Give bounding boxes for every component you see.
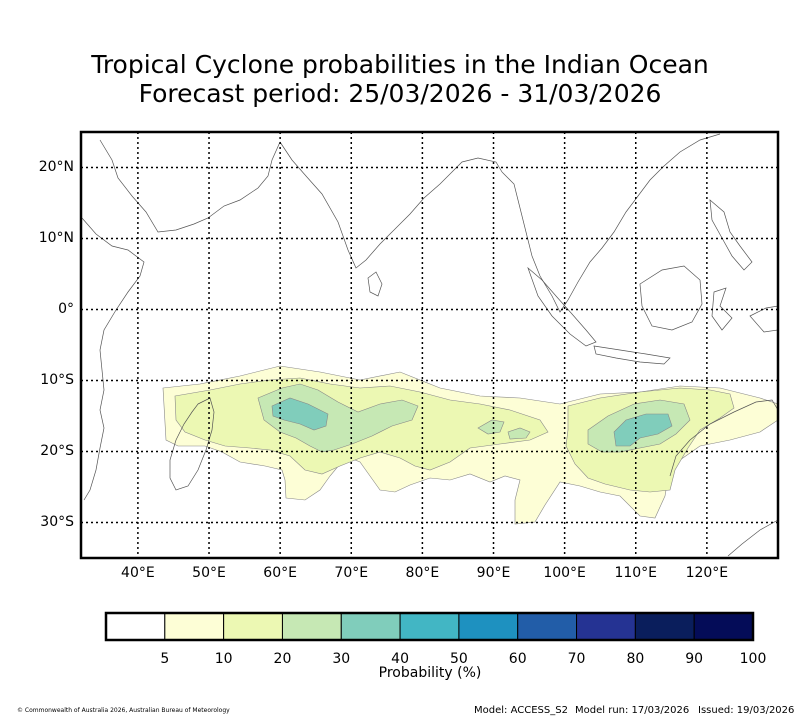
region-20-30-small2 xyxy=(507,427,531,440)
lon-tick-label: 120°E xyxy=(685,565,729,581)
model-run-date: Model run: 17/03/2026 xyxy=(575,705,690,716)
map-frame xyxy=(79,130,780,560)
copyright-text: © Commonwealth of Australia 2026, Austra… xyxy=(17,707,230,714)
coastline-borneo xyxy=(639,265,703,331)
colorbar-frame xyxy=(104,611,755,642)
lat-tick-label: 20°N xyxy=(38,158,74,175)
lat-tick-label: 30°S xyxy=(40,513,74,530)
coastline-arabia-africa xyxy=(81,139,281,501)
chart-title-line2: Forecast period: 25/03/2026 - 31/03/2026 xyxy=(138,79,662,108)
region-20-30-small xyxy=(477,419,505,435)
coastline-sulawesi xyxy=(711,287,733,331)
colorbar-segment xyxy=(164,612,225,641)
lon-tick-label: 100°E xyxy=(543,565,586,581)
chart-title-line1: Tropical Cyclone probabilities in the In… xyxy=(91,50,709,79)
lon-tick-label: 90°E xyxy=(476,565,511,581)
lon-tick-label: 110°E xyxy=(614,565,658,581)
lon-tick-label: 40°E xyxy=(121,565,155,581)
issued-date: Issued: 19/03/2026 xyxy=(698,705,795,716)
model-name: Model: ACCESS_S2 xyxy=(474,705,568,716)
coastline-new-guinea xyxy=(749,305,779,333)
colorbar-tick-label: 50 xyxy=(449,651,468,667)
colorbar-tick-label: 60 xyxy=(508,651,527,667)
colorbar-tick-label: 90 xyxy=(685,651,704,667)
lat-tick-label: 10°N xyxy=(38,229,74,246)
coastlines xyxy=(81,133,779,557)
colorbar-segment xyxy=(693,612,754,641)
colorbar-tick-label: 30 xyxy=(332,651,351,667)
colorbar-segment xyxy=(517,612,578,641)
colorbar-tick-label: 20 xyxy=(273,651,292,667)
colorbar-segment xyxy=(105,612,166,641)
colorbar-segment xyxy=(399,612,460,641)
colorbar-segment xyxy=(223,612,283,641)
colorbar-tick-label: 100 xyxy=(739,651,767,667)
colorbar-segment xyxy=(634,612,695,641)
coastline-philippines xyxy=(709,199,753,271)
colorbar-tick-label: 70 xyxy=(567,651,586,667)
colorbar-tick-label: 5 xyxy=(160,651,170,667)
coastline-australia xyxy=(669,399,779,557)
lon-tick-label: 50°E xyxy=(192,565,226,581)
lat-tick-label: 0° xyxy=(58,300,74,317)
coastline-india xyxy=(279,141,503,269)
coastline-madagascar xyxy=(169,397,215,491)
coastline-java xyxy=(593,345,671,365)
probability-regions xyxy=(162,365,779,525)
coastline-southeast-asia xyxy=(501,133,721,313)
colorbar-tick-label: 80 xyxy=(626,651,645,667)
lon-tick-label: 80°E xyxy=(405,565,440,581)
colorbar-label: Probability (%) xyxy=(378,665,482,681)
colorbar-tick-label: 10 xyxy=(214,651,233,667)
region-30-40-west xyxy=(271,397,329,431)
coastline-sumatra xyxy=(527,266,597,347)
gridlines xyxy=(81,132,778,558)
coastline-sri-lanka xyxy=(367,271,383,297)
lat-tick-label: 10°S xyxy=(40,371,74,388)
lat-tick-label: 20°S xyxy=(40,442,74,459)
colorbar-segment xyxy=(281,612,342,641)
colorbar-tick-label: 40 xyxy=(391,651,409,667)
lon-tick-label: 60°E xyxy=(263,565,297,581)
colorbar-segment xyxy=(576,612,636,641)
colorbar-segment xyxy=(458,612,519,641)
colorbar-segment xyxy=(340,612,401,641)
colorbar xyxy=(104,611,755,642)
lon-tick-label: 70°E xyxy=(334,565,369,581)
